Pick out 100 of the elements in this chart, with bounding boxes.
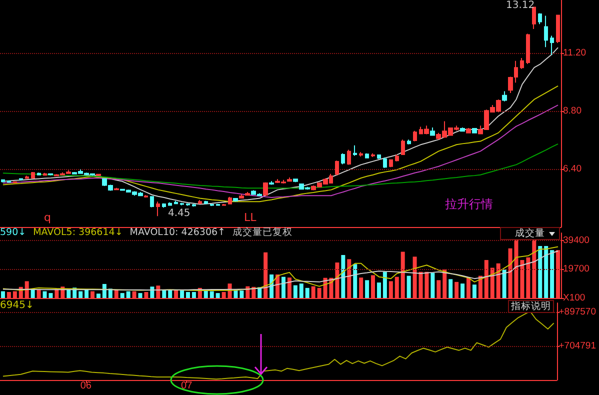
bar xyxy=(544,246,548,298)
candlestick xyxy=(377,154,381,160)
annotation: 4.45 xyxy=(168,208,190,219)
candlestick xyxy=(31,171,35,179)
candlestick xyxy=(407,139,411,145)
candlestick xyxy=(210,204,214,206)
candlestick xyxy=(37,172,41,176)
candlestick xyxy=(460,127,465,132)
bar xyxy=(126,291,130,298)
candlestick xyxy=(383,156,387,168)
bar xyxy=(406,276,411,298)
bar xyxy=(96,294,100,298)
bar xyxy=(186,292,190,298)
candlestick xyxy=(48,172,53,176)
bar xyxy=(376,282,381,298)
x-tick-label: 07 xyxy=(181,380,193,392)
candlestick xyxy=(430,127,435,136)
candlestick xyxy=(532,6,536,30)
candlestick xyxy=(144,194,148,198)
y-tick-label: 19700 xyxy=(563,264,590,275)
bar xyxy=(138,293,142,298)
bar xyxy=(472,284,476,298)
candlestick xyxy=(389,158,393,168)
bar xyxy=(460,284,465,298)
y-tick-label: 6.40 xyxy=(563,164,582,175)
annotation: q xyxy=(44,211,51,224)
candlestick xyxy=(401,139,405,156)
candlestick xyxy=(228,196,232,205)
candlestick xyxy=(233,198,238,202)
candlestick xyxy=(1,178,5,183)
bar xyxy=(550,250,554,298)
candlestick xyxy=(7,180,11,184)
annotation: 指标说明 xyxy=(511,301,551,312)
bar xyxy=(299,284,304,298)
candlestick xyxy=(222,204,226,206)
candlestick xyxy=(466,127,471,134)
text: MAVOL10: 426306↑ xyxy=(130,227,226,238)
candlestick xyxy=(263,182,268,196)
bar xyxy=(78,291,83,298)
candlestick xyxy=(341,152,345,165)
candlestick xyxy=(186,202,190,206)
annotation: 成交量 xyxy=(515,228,545,239)
candlestick xyxy=(347,149,351,166)
candlestick xyxy=(520,57,524,70)
y-tick-label: 8.80 xyxy=(563,106,582,117)
bar xyxy=(240,290,244,298)
candlestick xyxy=(359,152,363,157)
candlestick xyxy=(162,202,166,208)
bar xyxy=(538,246,542,298)
bar xyxy=(365,280,370,298)
candlestick xyxy=(413,130,417,142)
y-tick-label: +704791 xyxy=(558,340,596,352)
candlestick xyxy=(239,194,244,200)
line-series xyxy=(2,310,554,380)
candlestick xyxy=(550,35,554,56)
bar xyxy=(120,293,124,298)
annotation: 13.12 xyxy=(506,0,535,11)
bar xyxy=(216,293,220,298)
candlestick xyxy=(216,203,220,206)
bar xyxy=(180,290,184,298)
bar xyxy=(305,288,310,298)
candlestick xyxy=(180,202,184,206)
annotation: 拉升行情 xyxy=(445,197,493,211)
candlestick xyxy=(335,160,339,176)
bar xyxy=(281,276,286,298)
candlestick xyxy=(114,187,119,191)
text: MAVOL5: 396614↓ xyxy=(33,227,123,238)
bar xyxy=(382,272,387,298)
line-series xyxy=(2,104,559,198)
candlestick xyxy=(174,200,178,205)
bar xyxy=(341,255,346,298)
bar xyxy=(150,286,154,298)
candlestick xyxy=(43,172,47,176)
line-series xyxy=(2,143,559,189)
bar xyxy=(448,279,453,298)
candlestick xyxy=(269,180,274,186)
candlestick xyxy=(19,178,23,181)
x-tick-label: 06 xyxy=(80,380,92,392)
y-tick-label: 39400 xyxy=(563,234,590,246)
bar xyxy=(270,274,274,298)
bar xyxy=(192,292,196,298)
candlestick xyxy=(293,178,298,183)
candlestick xyxy=(538,12,542,25)
candlestick xyxy=(168,202,172,206)
bar xyxy=(210,291,214,298)
candlestick xyxy=(204,200,208,205)
candlestick xyxy=(544,15,548,48)
candlestick xyxy=(245,191,250,196)
bar xyxy=(502,270,506,298)
y-tick-label: X100 xyxy=(563,292,586,304)
bar xyxy=(293,285,298,298)
candlestick xyxy=(192,204,196,207)
bar xyxy=(430,272,435,298)
candlestick xyxy=(25,175,29,180)
candlestick xyxy=(526,33,530,64)
bar xyxy=(0,291,5,298)
candlestick xyxy=(353,144,357,156)
candlestick xyxy=(365,152,369,159)
candlestick xyxy=(371,152,375,158)
candlestick xyxy=(395,154,399,162)
